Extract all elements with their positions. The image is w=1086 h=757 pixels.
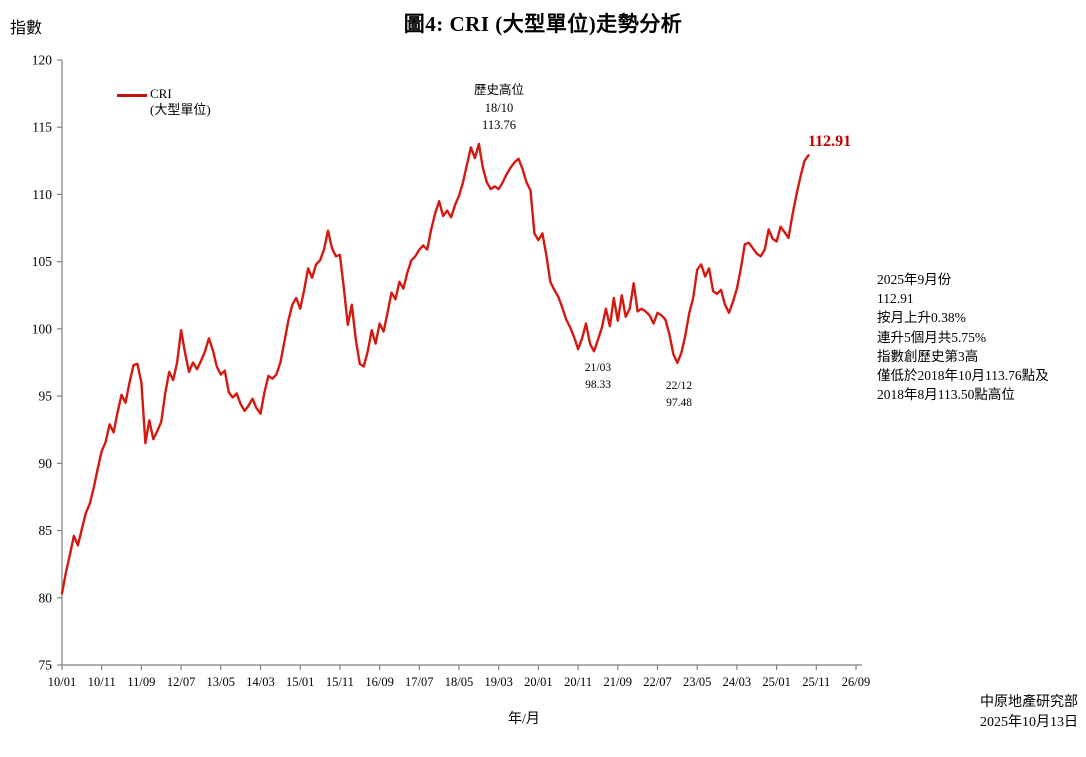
chart-legend: CRI (大型單位) <box>117 86 211 118</box>
y-tick-label: 80 <box>39 590 53 605</box>
chart-title: 圖4: CRI (大型單位)走勢分析 <box>403 12 683 36</box>
x-tick-label: 13/05 <box>207 675 235 689</box>
commentary-line: 按月上升0.38% <box>877 310 966 326</box>
legend-line-swatch <box>117 94 147 97</box>
annotation-low-2103: 21/03 98.33 <box>567 360 629 394</box>
x-tick-label: 25/11 <box>802 675 830 689</box>
commentary-line: 2018年8月113.50點高位 <box>877 387 1015 403</box>
annotation-low-2212-value: 97.48 <box>666 397 692 409</box>
y-tick-label: 75 <box>39 658 53 673</box>
annotation-low-2212-date: 22/12 <box>665 380 693 392</box>
x-tick-label: 19/03 <box>484 675 512 689</box>
x-tick-label: 18/05 <box>445 675 473 689</box>
x-tick-label: 14/03 <box>246 675 274 689</box>
commentary-line: 僅低於2018年10月113.76點及 <box>877 368 1049 384</box>
y-tick-label: 100 <box>32 321 53 336</box>
commentary-box: 2025年9月份 112.91 按月上升0.38% 連升5個月共5.75% 指數… <box>877 270 1083 404</box>
x-tick-label: 17/07 <box>405 675 433 689</box>
y-axis-title: 指數 <box>10 20 43 37</box>
annotation-latest-value: 112.91 <box>808 133 852 150</box>
legend-series-subname: (大型單位) <box>150 102 211 117</box>
y-tick-label: 115 <box>32 120 52 135</box>
annotation-historic-high-title: 歷史高位 <box>473 83 524 97</box>
x-tick-label: 20/01 <box>524 675 552 689</box>
y-tick-label: 95 <box>39 389 53 404</box>
y-tick-label: 120 <box>32 53 53 68</box>
cri-series-line <box>60 142 810 595</box>
annotation-historic-high: 歷史高位 18/10 113.76 <box>444 82 554 135</box>
x-axis-title: 年/月 <box>508 712 540 727</box>
annotation-historic-high-value: 113.76 <box>482 118 516 132</box>
commentary-line: 2025年9月份 <box>877 272 952 287</box>
source-date: 2025年10月13日 <box>980 714 1078 730</box>
legend-series-label: CRI (大型單位) <box>150 86 211 118</box>
x-tick-label: 25/01 <box>762 675 790 689</box>
source-name: 中原地產研究部 <box>980 695 1078 710</box>
y-tick-label: 85 <box>39 523 53 538</box>
annotation-low-2212: 22/12 97.48 <box>648 378 710 412</box>
source-box: 中原地產研究部 2025年10月13日 <box>980 693 1078 732</box>
y-tick-label: 105 <box>32 254 53 269</box>
x-tick-label: 26/09 <box>842 675 870 689</box>
x-tick-label: 16/09 <box>365 675 393 689</box>
x-tick-label: 12/07 <box>167 675 195 689</box>
x-tick-label: 15/11 <box>326 675 354 689</box>
x-tick-label: 15/01 <box>286 675 314 689</box>
commentary-line: 指數創歷史第3高 <box>877 348 979 364</box>
x-tick-label: 20/11 <box>564 675 592 689</box>
x-tick-label: 24/03 <box>723 675 751 689</box>
annotation-low-2103-value: 98.33 <box>585 379 611 391</box>
x-tick-label: 10/11 <box>88 675 116 689</box>
x-tick-label: 11/09 <box>127 675 155 689</box>
y-tick-label: 110 <box>32 187 52 202</box>
commentary-line: 112.91 <box>877 291 914 307</box>
x-tick-label: 10/01 <box>48 675 76 689</box>
x-tick-label: 21/09 <box>604 675 632 689</box>
x-tick-label: 22/07 <box>643 675 671 689</box>
legend-series-name: CRI <box>150 86 172 101</box>
annotation-historic-high-date: 18/10 <box>484 100 514 115</box>
annotation-low-2103-date: 21/03 <box>584 362 612 374</box>
x-tick-label: 23/05 <box>683 675 711 689</box>
commentary-line: 連升5個月共5.75% <box>877 329 987 345</box>
y-tick-label: 90 <box>39 456 53 471</box>
